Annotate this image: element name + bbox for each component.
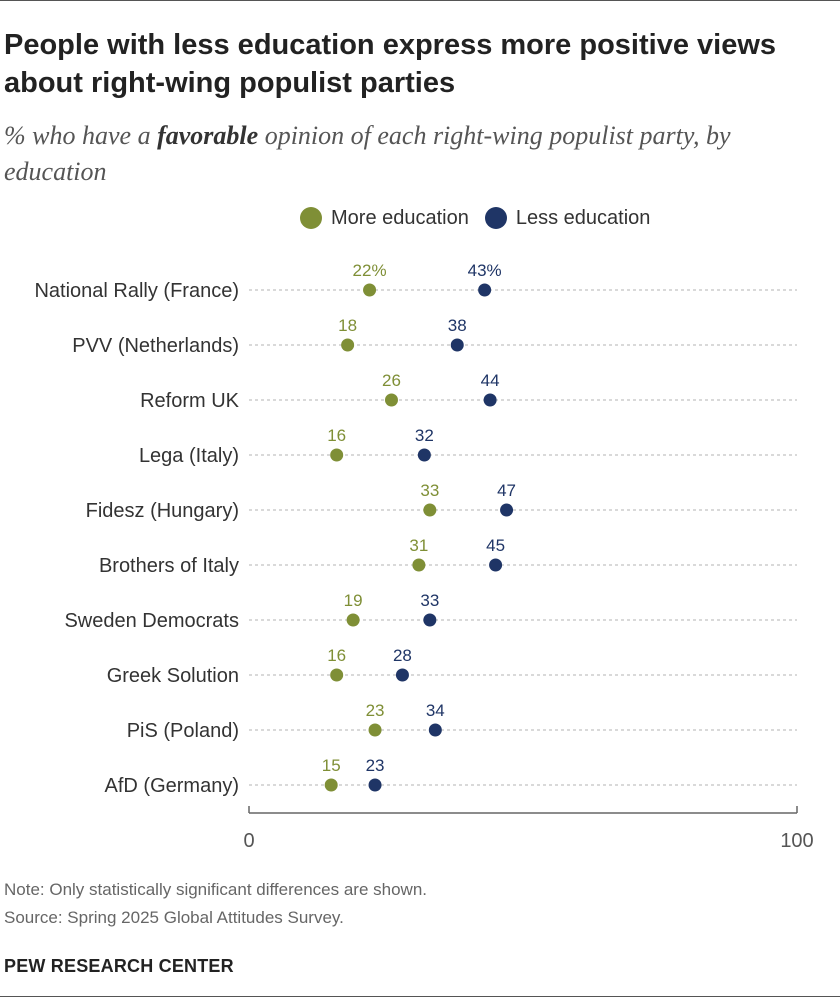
category-label: Fidesz (Hungary): [86, 500, 239, 522]
subtitle-emphasis: favorable: [157, 121, 259, 150]
category-label: Reform UK: [140, 390, 240, 412]
data-point: [423, 503, 437, 517]
source-text: Source: Spring 2025 Global Attitudes Sur…: [4, 908, 344, 927]
data-label: 26: [382, 371, 401, 390]
x-tick-label: 100: [780, 830, 813, 852]
data-point: [341, 338, 355, 352]
top-rule: [0, 0, 840, 1]
legend-label-more-education: More education: [331, 206, 469, 229]
data-label: 16: [327, 646, 346, 665]
data-label: 15: [322, 756, 341, 775]
data-point: [330, 448, 344, 462]
subtitle-suffix: opinion of each right-wing populist part…: [4, 121, 731, 186]
legend-dot-more-education: [300, 207, 322, 229]
data-label: 34: [426, 701, 445, 720]
category-label: PVV (Netherlands): [72, 335, 239, 357]
chart-title: People with less education express more …: [4, 29, 777, 99]
data-label: 38: [448, 316, 467, 335]
data-point: [500, 503, 514, 517]
legend-item-more-education: More education: [300, 207, 469, 230]
data-point: [478, 283, 492, 297]
data-label: 45: [486, 536, 505, 555]
data-point: [330, 668, 344, 682]
category-label: AfD (Germany): [105, 775, 239, 797]
data-label: 31: [409, 536, 428, 555]
data-label: 18: [338, 316, 357, 335]
category-label: Lega (Italy): [139, 445, 239, 467]
data-label: 32: [415, 426, 434, 445]
data-label: 22%: [353, 261, 387, 280]
legend: More education Less education: [300, 204, 666, 232]
data-point: [423, 613, 437, 627]
dot-plot: National Rally (France) 22% 43% PVV (Nether…: [34, 261, 813, 852]
data-point: [489, 558, 503, 572]
data-label: 43%: [468, 261, 502, 280]
data-label: 33: [420, 481, 439, 500]
legend-item-less-education: Less education: [484, 206, 651, 230]
bottom-rule: [0, 996, 840, 997]
data-point: [368, 778, 382, 792]
data-label: 16: [327, 426, 346, 445]
data-label: 23: [366, 756, 385, 775]
data-point: [346, 613, 360, 627]
chart-subtitle: % who have a favorable opinion of each r…: [4, 118, 804, 190]
data-label: 44: [481, 371, 500, 390]
category-label: National Rally (France): [34, 280, 239, 302]
subtitle-prefix: % who have a: [4, 121, 158, 150]
data-point: [324, 778, 338, 792]
category-label: Sweden Democrats: [64, 610, 239, 632]
notes: Note: Only statistically significant dif…: [4, 876, 427, 932]
data-label: 47: [497, 481, 516, 500]
data-label: 23: [366, 701, 385, 720]
data-label: 28: [393, 646, 412, 665]
x-tick-label: 0: [243, 830, 254, 852]
data-point: [412, 558, 426, 572]
category-label: PiS (Poland): [127, 720, 239, 742]
category-label: Greek Solution: [107, 665, 239, 687]
category-label: Brothers of Italy: [99, 555, 239, 577]
data-label: 33: [420, 591, 439, 610]
data-point: [417, 448, 431, 462]
data-point: [428, 723, 442, 737]
data-point: [368, 723, 382, 737]
data-point: [384, 393, 398, 407]
legend-dot-less-education: [484, 207, 507, 229]
data-point: [363, 283, 377, 297]
note-text: Note: Only statistically significant dif…: [4, 880, 427, 899]
data-label: 19: [344, 591, 363, 610]
data-point: [483, 393, 497, 407]
brand-logo-text: PEW RESEARCH CENTER: [4, 956, 234, 976]
data-point: [395, 668, 409, 682]
legend-label-less-education: Less education: [515, 206, 651, 229]
data-point: [450, 338, 464, 352]
